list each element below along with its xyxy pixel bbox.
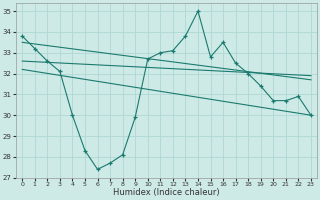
X-axis label: Humidex (Indice chaleur): Humidex (Indice chaleur) (113, 188, 220, 197)
